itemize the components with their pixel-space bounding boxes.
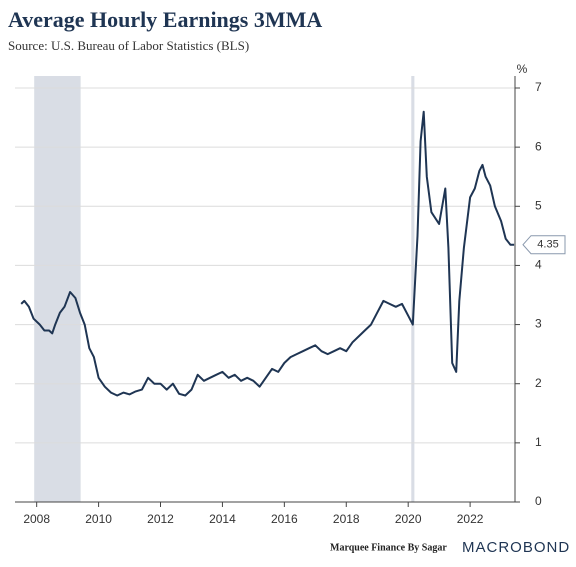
- x-tick-label: 2022: [457, 512, 484, 526]
- recession-shade: [34, 76, 81, 502]
- y-unit: %: [517, 62, 528, 76]
- y-tick-label: 7: [535, 80, 542, 94]
- y-tick-label: 0: [535, 494, 542, 508]
- last-value-box: [522, 235, 566, 255]
- line-series: [20, 110, 515, 397]
- x-tick-label: 2012: [147, 512, 174, 526]
- x-tick-label: 2020: [395, 512, 422, 526]
- recession-shade: [411, 76, 415, 502]
- y-tick-label: 1: [535, 435, 542, 449]
- x-tick-label: 2018: [333, 512, 360, 526]
- chart-title: Average Hourly Earnings 3MMA: [8, 7, 322, 32]
- x-tick-label: 2008: [23, 512, 50, 526]
- y-tick-label: 2: [535, 376, 542, 390]
- last-value-label: 4.35: [537, 239, 558, 251]
- chart-subtitle: Source: U.S. Bureau of Labor Statistics …: [8, 38, 249, 53]
- x-tick-label: 2014: [209, 512, 236, 526]
- y-tick-label: 4: [535, 258, 542, 272]
- x-tick-label: 2016: [271, 512, 298, 526]
- y-tick-label: 6: [535, 139, 542, 153]
- footer-logo: MACROBOND: [462, 539, 570, 556]
- x-tick-label: 2010: [85, 512, 112, 526]
- footer-credit: Marquee Finance By Sagar: [330, 542, 447, 553]
- y-tick-label: 3: [535, 317, 542, 331]
- y-tick-label: 5: [535, 198, 542, 212]
